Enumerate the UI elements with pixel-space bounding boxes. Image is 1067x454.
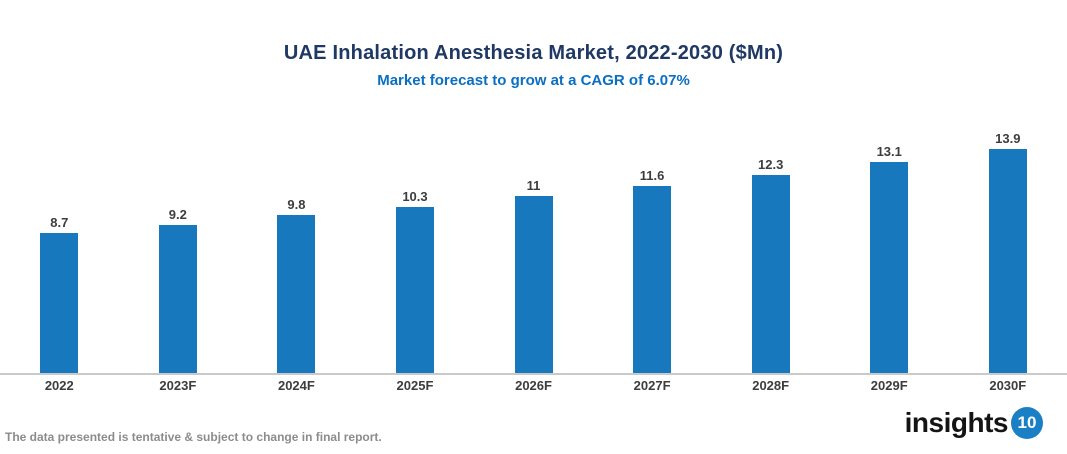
category-axis: 2022 2023F 2024F 2025F 2026F 2027F 2028F 2029F 2… <box>0 378 1067 393</box>
value-label: 9.8 <box>287 197 306 212</box>
logo-wordmark: insights <box>904 407 1009 438</box>
logo-badge-icon: 10 <box>1011 407 1043 439</box>
value-label: 11 <box>526 178 541 193</box>
value-label: 12.3 <box>758 157 784 172</box>
value-label: 11.6 <box>639 168 665 183</box>
value-label: 13.9 <box>995 131 1021 146</box>
bar-column: 9.2 <box>119 130 238 373</box>
bar-column: 11 <box>474 130 593 373</box>
category-label: 2029F <box>870 378 908 393</box>
category-label: 2026F <box>515 378 552 393</box>
category-label: 2028F <box>752 378 790 393</box>
bar <box>870 162 909 373</box>
category-label: 2030F <box>989 378 1027 393</box>
value-label: 9.2 <box>168 207 187 222</box>
bar <box>158 225 197 373</box>
value-label: 8.7 <box>50 215 69 230</box>
chart-header: UAE Inhalation Anesthesia Market, 2022-2… <box>0 42 1067 89</box>
bar-column: 10.3 <box>356 130 475 373</box>
x-axis-line <box>0 373 1067 375</box>
chart-title: UAE Inhalation Anesthesia Market, 2022-2… <box>283 42 784 64</box>
bar-column: 9.8 <box>237 130 356 373</box>
category-label: 2024F <box>277 378 315 393</box>
bar <box>277 215 316 373</box>
bar <box>514 196 553 373</box>
bar <box>751 175 790 373</box>
bar-column: 8.7 <box>0 130 119 373</box>
bar-column: 11.6 <box>593 130 712 373</box>
disclaimer-text: The data presented is tentative & subjec… <box>5 430 382 444</box>
bar <box>395 207 434 373</box>
category-label: 2025F <box>396 378 434 393</box>
bar <box>988 149 1027 373</box>
bar-column: 13.1 <box>830 130 949 373</box>
value-label: 13.1 <box>876 144 902 159</box>
plot-area: 8.7 9.2 9.8 10.3 11 11.6 12.3 13.1 13.9 <box>0 130 1067 373</box>
bar-column: 12.3 <box>711 130 830 373</box>
insights10-logo: insights 10 <box>905 407 1043 439</box>
category-label: 2027F <box>633 378 671 393</box>
value-label: 10.3 <box>402 189 428 204</box>
bar-column: 13.9 <box>949 130 1067 373</box>
bar <box>40 233 79 373</box>
bar <box>633 186 672 373</box>
category-label: 2023F <box>159 378 197 393</box>
chart-subtitle: Market forecast to grow at a CAGR of 6.0… <box>377 72 690 89</box>
category-label: 2022 <box>44 378 74 393</box>
